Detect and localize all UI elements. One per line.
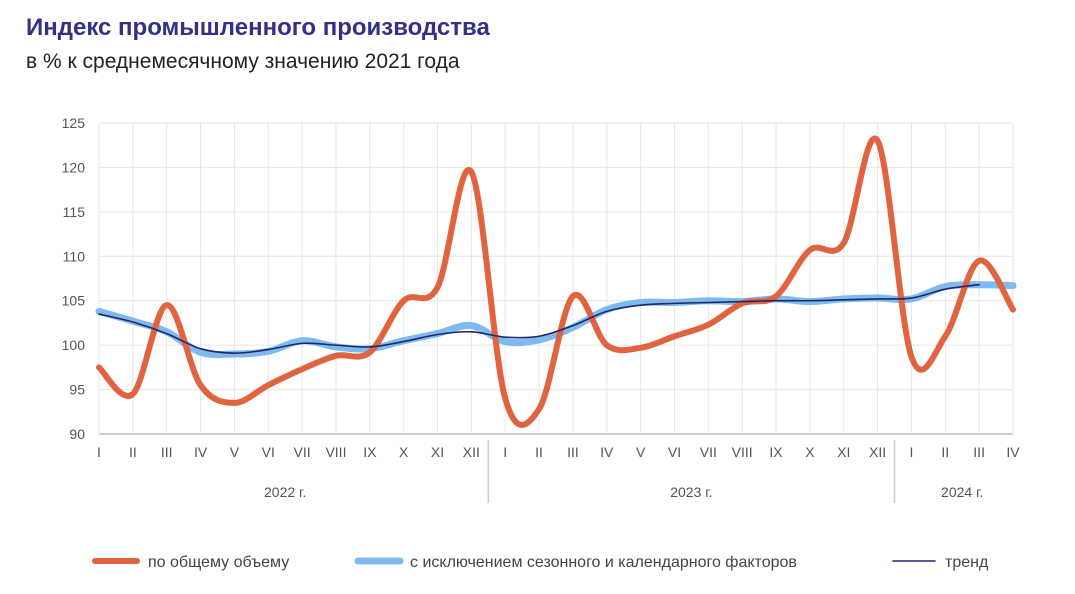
series-total-volume-line	[96, 135, 1016, 428]
y-tick-label: 125	[62, 115, 86, 131]
x-tick-label: II	[535, 444, 543, 460]
x-tick-label: IX	[769, 444, 783, 460]
x-tick-label: III	[567, 444, 579, 460]
y-tick-label: 110	[63, 248, 86, 264]
y-tick-label: 95	[69, 382, 85, 398]
series-seasonally-adjusted-line	[95, 281, 1017, 359]
x-tick-label: XI	[431, 444, 444, 460]
year-label: 2022 г.	[264, 484, 306, 500]
y-tick-label: 100	[62, 337, 86, 353]
legend-label-series-trend: тренд	[945, 554, 989, 571]
x-tick-label: IV	[1006, 444, 1020, 460]
year-label: 2024 г.	[941, 484, 983, 500]
x-tick-label: II	[941, 444, 949, 460]
y-tick-label: 90	[69, 426, 85, 442]
year-label: 2023 г.	[670, 484, 712, 500]
x-tick-label: V	[636, 444, 646, 460]
x-tick-label: II	[129, 444, 137, 460]
x-tick-label: XII	[869, 444, 886, 460]
x-tick-label: XI	[837, 444, 850, 460]
x-tick-label: VIII	[732, 444, 753, 460]
x-tick-label: XII	[463, 444, 480, 460]
chart-title: Индекс промышленного производства	[26, 14, 490, 41]
x-tick-label: I	[97, 444, 101, 460]
x-tick-label: X	[805, 444, 815, 460]
x-tick-label: III	[161, 444, 173, 460]
y-tick-label: 115	[63, 204, 86, 220]
x-tick-label: IX	[363, 444, 377, 460]
chart-subtitle: в % к среднемесячному значению 2021 года	[26, 50, 460, 73]
x-tick-label: X	[399, 444, 409, 460]
x-tick-label: IV	[600, 444, 614, 460]
x-tick-label: VIII	[325, 444, 346, 460]
legend-label-series-seasonally-adjusted: с исключением сезонного и календарного ф…	[410, 554, 797, 571]
x-tick-label: I	[503, 444, 507, 460]
legend-label-series-total-volume: по общему объему	[148, 554, 289, 571]
x-tick-label: VII	[294, 444, 311, 460]
x-tick-label: V	[230, 444, 240, 460]
x-tick-label: VI	[262, 444, 275, 460]
x-tick-label: VII	[700, 444, 717, 460]
x-tick-label: IV	[194, 444, 208, 460]
x-tick-label: III	[973, 444, 985, 460]
y-tick-label: 120	[62, 159, 86, 175]
x-tick-label: I	[909, 444, 913, 460]
y-tick-label: 105	[62, 293, 86, 309]
x-tick-label: VI	[668, 444, 681, 460]
